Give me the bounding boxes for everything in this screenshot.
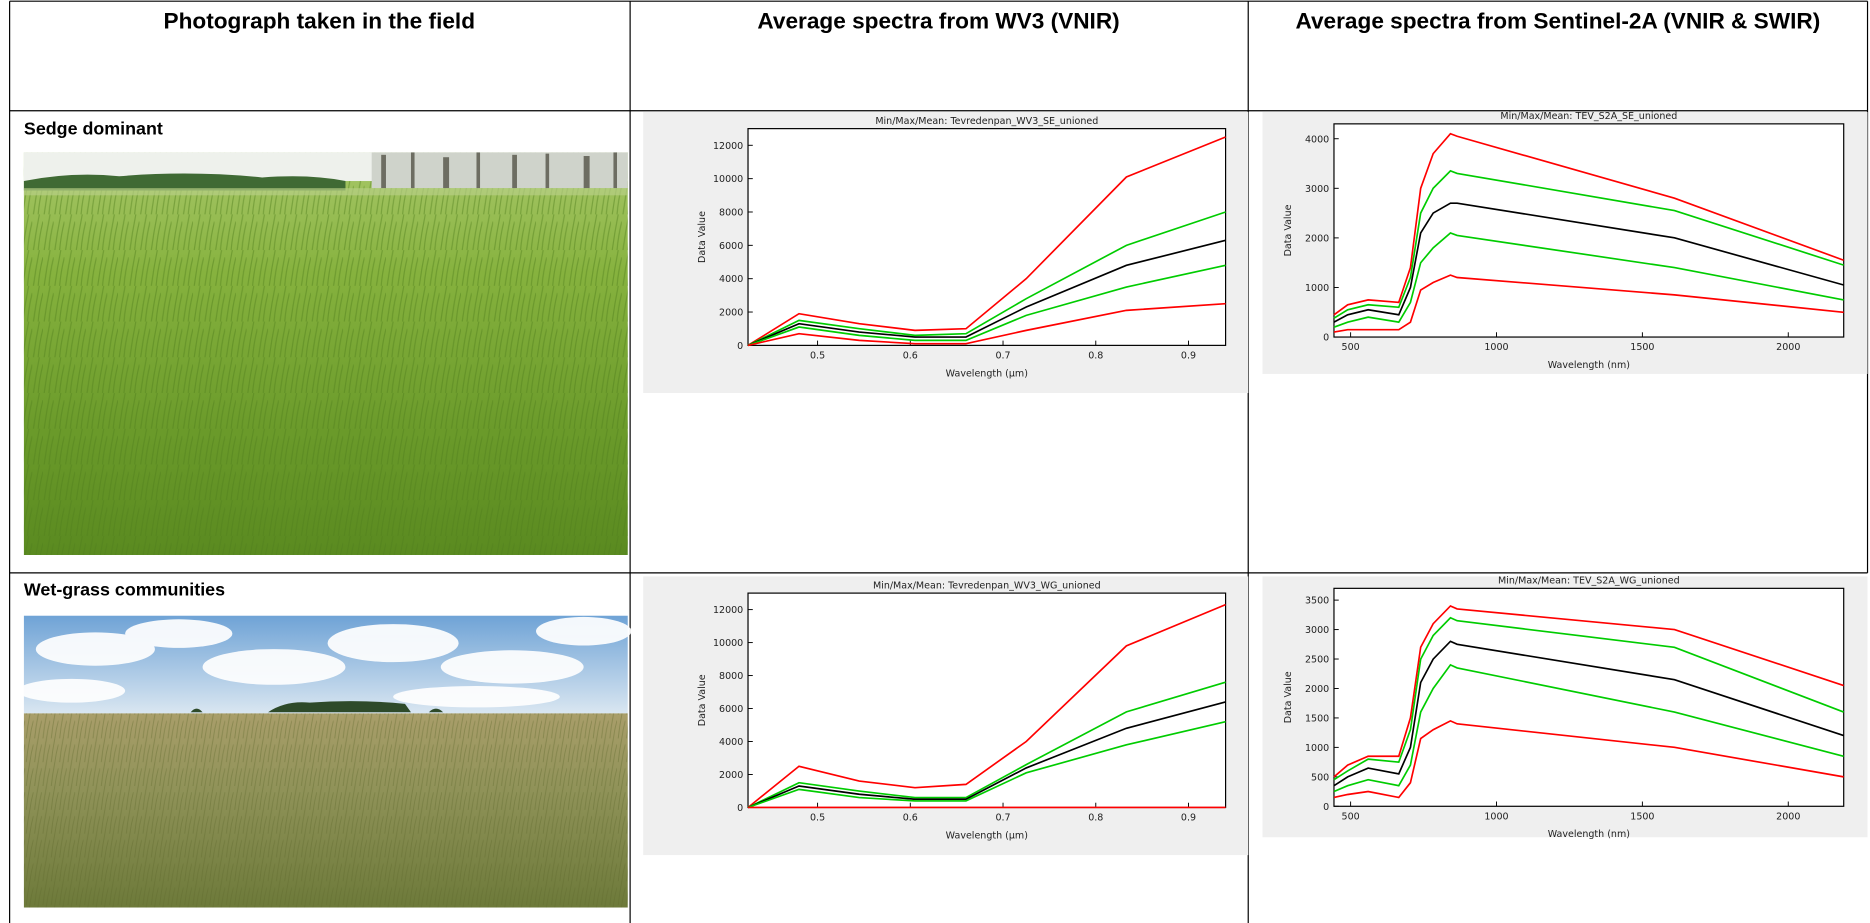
- spectrum-line: [1333, 616, 1845, 781]
- y-tick-label: 4000: [719, 274, 743, 285]
- y-tick-label: 6000: [719, 241, 743, 252]
- y-tick-label: 2500: [1305, 655, 1329, 666]
- x-tick-label: 2000: [1776, 342, 1800, 353]
- y-tick-label: 500: [1311, 772, 1329, 783]
- header-cell: Average spectra from WV3 (VNIR): [757, 9, 1119, 34]
- x-tick-label: 0.8: [1088, 813, 1103, 824]
- line-chart: Min/Max/Mean: TEV_S2A_SE_unioned Waveleng…: [1262, 111, 1868, 374]
- x-axis-label: Wavelength (nm): [1548, 360, 1630, 371]
- spectrum-line: [1333, 640, 1844, 787]
- plot-area: [1333, 123, 1845, 338]
- y-axis-label: Data Value: [697, 211, 708, 263]
- header-cell: Average spectra from Sentinel-2A (VNIR &…: [1296, 9, 1821, 34]
- charts: Min/Max/Mean: Tevredenpan_WV3_SE_unioned…: [643, 111, 1868, 856]
- line-chart: Min/Max/Mean: TEV_S2A_WG_unioned Waveleng…: [1262, 576, 1868, 840]
- x-tick-label: 1500: [1630, 811, 1654, 822]
- x-tick-label: 0.8: [1088, 350, 1103, 361]
- chart-title: Min/Max/Mean: TEV_S2A_WG_unioned: [1498, 576, 1680, 587]
- x-tick-label: 0.7: [995, 813, 1010, 824]
- x-axis-label: Wavelength (µm): [946, 368, 1028, 379]
- x-tick-label: 500: [1342, 342, 1360, 353]
- y-axis-label: Data Value: [1283, 671, 1294, 723]
- y-tick-label: 4000: [719, 737, 743, 748]
- y-axis-label: Data Value: [697, 674, 708, 726]
- line-chart: Min/Max/Mean: Tevredenpan_WV3_WG_unioned…: [643, 576, 1249, 856]
- y-tick-label: 3000: [1305, 625, 1329, 636]
- x-tick-label: 0.7: [995, 350, 1010, 361]
- spectrum-line: [747, 603, 1226, 809]
- line-chart: Min/Max/Mean: Tevredenpan_WV3_SE_unioned…: [643, 111, 1249, 394]
- x-tick-label: 1000: [1484, 342, 1508, 353]
- y-tick-label: 0: [1323, 333, 1329, 344]
- x-tick-label: 0.5: [810, 350, 825, 361]
- y-tick-label: 10000: [713, 174, 743, 185]
- x-tick-label: 0.9: [1181, 350, 1196, 361]
- x-tick-label: 1000: [1484, 811, 1508, 822]
- y-tick-label: 8000: [719, 671, 743, 682]
- spectrum-line: [1333, 604, 1844, 778]
- x-tick-label: 0.6: [903, 813, 918, 824]
- y-tick-label: 3500: [1305, 596, 1329, 607]
- row-label: Wet-grass communities: [24, 579, 225, 599]
- row-label: Sedge dominant: [24, 119, 163, 139]
- spectrum-line: [747, 720, 1226, 809]
- x-tick-label: 2000: [1776, 811, 1800, 822]
- field-photo: [23, 152, 628, 555]
- spectrum-line: [1333, 719, 1844, 799]
- spectrum-line: [747, 701, 1226, 809]
- chart-title: Min/Max/Mean: Tevredenpan_WV3_SE_unioned: [875, 116, 1098, 127]
- spectrum-line: [1333, 231, 1844, 328]
- y-tick-label: 12000: [713, 605, 743, 616]
- x-axis-label: Wavelength (µm): [946, 830, 1028, 841]
- y-tick-label: 0: [737, 803, 743, 814]
- spectrum-line: [747, 239, 1226, 347]
- x-tick-label: 1500: [1630, 342, 1654, 353]
- y-tick-label: 2000: [719, 770, 743, 781]
- x-tick-label: 0.5: [810, 813, 825, 824]
- plot-area: [747, 128, 1227, 346]
- spectrum-line: [747, 211, 1226, 347]
- chart-title: Min/Max/Mean: Tevredenpan_WV3_WG_unioned: [873, 580, 1101, 591]
- spectrum-line: [747, 302, 1226, 347]
- y-tick-label: 12000: [713, 141, 743, 152]
- spectrum-line: [1333, 169, 1844, 319]
- y-tick-label: 2000: [719, 308, 743, 319]
- x-tick-label: 500: [1342, 811, 1360, 822]
- y-tick-label: 0: [1323, 802, 1329, 813]
- header-cell: Photograph taken in the field: [164, 9, 476, 34]
- x-tick-label: 0.9: [1181, 813, 1196, 824]
- x-tick-label: 0.6: [903, 350, 918, 361]
- spectrum-line: [1333, 274, 1844, 333]
- spectrum-line: [1333, 663, 1844, 793]
- chart-title: Min/Max/Mean: TEV_S2A_SE_unioned: [1500, 111, 1677, 122]
- spectrum-line: [1333, 202, 1844, 323]
- spectrum-line: [1333, 132, 1844, 316]
- x-axis-label: Wavelength (nm): [1548, 829, 1630, 840]
- y-axis-label: Data Value: [1283, 204, 1294, 256]
- spectrum-line: [747, 681, 1226, 809]
- field-photo: [17, 615, 632, 908]
- spectrum-line: [747, 136, 1226, 347]
- y-tick-label: 1000: [1305, 743, 1329, 754]
- y-tick-label: 3000: [1305, 184, 1329, 195]
- plot-area: [747, 592, 1227, 809]
- y-tick-label: 10000: [713, 638, 743, 649]
- y-tick-label: 1000: [1305, 283, 1329, 294]
- spectrum-line: [747, 264, 1226, 347]
- y-tick-label: 6000: [719, 704, 743, 715]
- y-tick-label: 1500: [1305, 714, 1329, 725]
- y-tick-label: 2000: [1305, 684, 1329, 695]
- y-tick-label: 0: [737, 341, 743, 352]
- y-tick-label: 2000: [1305, 233, 1329, 244]
- y-tick-label: 8000: [719, 208, 743, 219]
- y-tick-label: 4000: [1305, 134, 1329, 145]
